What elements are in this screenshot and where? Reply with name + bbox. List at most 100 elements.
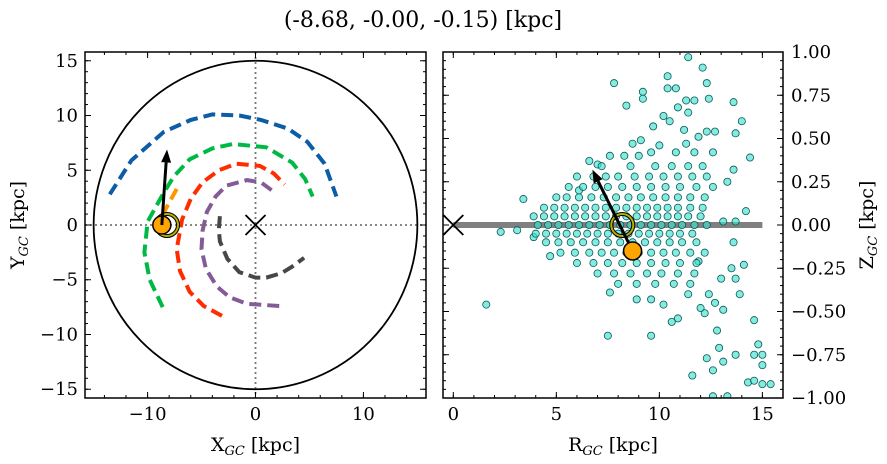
star-point	[719, 305, 728, 314]
star-point	[546, 252, 555, 261]
star-point	[630, 172, 639, 181]
star-point	[667, 220, 676, 229]
star-point	[702, 172, 711, 181]
star-point	[620, 151, 629, 160]
star-point	[542, 238, 551, 247]
star-point	[603, 331, 612, 340]
star-point	[686, 203, 695, 212]
x-axis-label-main: R	[568, 434, 583, 456]
star-point	[519, 195, 528, 204]
star-point	[556, 248, 565, 257]
star-point	[719, 217, 728, 226]
star-point	[601, 212, 610, 221]
star-point	[711, 298, 720, 307]
star-point	[601, 172, 610, 181]
star-point	[686, 193, 695, 202]
star-point	[605, 288, 614, 297]
star-point	[684, 108, 693, 117]
star-point	[731, 129, 740, 138]
star-point	[678, 238, 687, 247]
y-axis-label: YGC [kpc]	[7, 181, 32, 270]
star-point	[603, 259, 612, 268]
star-point	[665, 229, 674, 238]
star-point	[708, 392, 717, 398]
star-point	[634, 151, 643, 160]
star-point	[636, 193, 645, 202]
y-axis-label-main: Y	[7, 256, 29, 270]
star-point	[564, 182, 573, 191]
star-point	[529, 212, 538, 221]
star-point	[570, 212, 579, 221]
x-tick-label: 10	[648, 404, 671, 425]
star-point	[696, 304, 705, 313]
star-point	[618, 182, 627, 191]
star-point	[692, 259, 701, 268]
star-point	[626, 162, 635, 171]
star-point	[603, 229, 612, 238]
star-point	[647, 331, 656, 340]
star-point	[704, 94, 713, 103]
y-tick-label: −0.25	[791, 258, 846, 279]
star-point	[622, 101, 631, 110]
star-point	[531, 229, 540, 238]
star-point	[729, 98, 738, 107]
star-point	[702, 220, 711, 229]
star-point	[636, 220, 645, 229]
velocity-arrow-head	[592, 169, 603, 184]
star-point	[698, 162, 707, 171]
star-point	[661, 259, 670, 268]
star-point	[750, 376, 759, 385]
star-point	[653, 212, 662, 221]
galactic-center-x-marker	[443, 214, 464, 236]
star-point	[572, 229, 581, 238]
star-point	[731, 350, 740, 359]
galactic-center-x-marker	[244, 214, 267, 236]
star-point	[653, 203, 662, 212]
spiral-arm-green	[142, 141, 315, 308]
star-point	[482, 300, 491, 309]
star-point	[678, 220, 687, 229]
star-point	[661, 182, 670, 191]
star-point	[657, 220, 666, 229]
y-axis-label-sub: GC	[866, 236, 881, 256]
star-point	[737, 117, 746, 126]
star-point	[657, 269, 666, 278]
x-axis-label: XGC [kpc]	[211, 434, 300, 459]
star-point	[575, 220, 584, 229]
star-point	[686, 279, 695, 288]
star-point	[719, 357, 728, 366]
star-point	[616, 238, 625, 247]
star-point	[581, 203, 590, 212]
star-point	[684, 290, 693, 299]
star-point	[655, 229, 664, 238]
y-tick-label: −1.00	[791, 388, 846, 409]
star-point	[632, 203, 641, 212]
star-point	[682, 96, 691, 105]
y-tick-label: −0.50	[791, 302, 846, 323]
spiral-arm-purple	[199, 178, 280, 308]
star-point	[649, 122, 658, 131]
plot-area	[443, 53, 775, 398]
star-point	[647, 220, 656, 229]
y-tick-label: −15	[40, 379, 78, 400]
figure-title: (-8.68, -0.00, -0.15) [kpc]	[284, 8, 562, 33]
star-point	[628, 139, 637, 148]
star-point	[659, 112, 668, 121]
star-point	[550, 203, 559, 212]
x-tick-label: 5	[551, 404, 562, 425]
star-point	[653, 238, 662, 247]
star-point	[603, 238, 612, 247]
star-point	[758, 380, 767, 389]
star-point	[754, 340, 763, 349]
star-point	[659, 248, 668, 257]
star-point	[513, 226, 522, 235]
star-point	[643, 212, 652, 221]
star-point	[690, 148, 699, 157]
y-axis-label-sub: GC	[17, 236, 32, 256]
star-point	[632, 212, 641, 221]
star-point	[589, 259, 598, 268]
star-point	[741, 207, 750, 216]
y-tick-label: 10	[55, 106, 78, 127]
star-point	[591, 238, 600, 247]
y-axis-label-unit: [kpc]	[7, 181, 29, 236]
